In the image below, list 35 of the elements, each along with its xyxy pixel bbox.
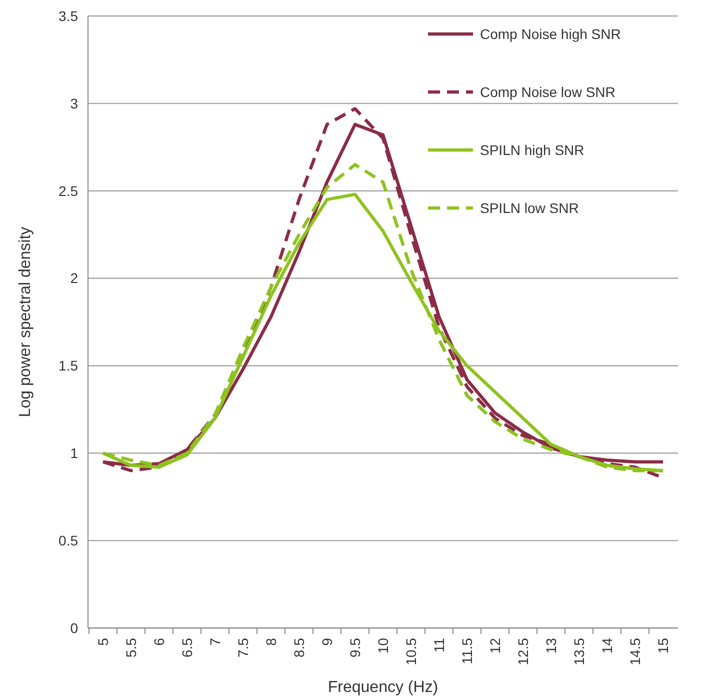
x-tick-label: 7: [207, 638, 223, 646]
x-tick-label: 15: [655, 638, 671, 654]
x-tick-label: 6.5: [179, 638, 195, 658]
legend-label: SPILN low SNR: [480, 200, 579, 216]
y-tick-label: 0: [70, 620, 78, 636]
x-tick-label: 5: [95, 638, 111, 646]
legend-label: Comp Noise low SNR: [480, 84, 616, 100]
y-tick-label: 1: [70, 445, 78, 462]
y-tick-label: 3: [70, 95, 78, 112]
x-tick-label: 13.5: [571, 638, 587, 666]
x-tick-label: 11.5: [459, 638, 475, 664]
x-tick-label: 14: [599, 638, 615, 654]
x-tick-label: 7.5: [235, 638, 251, 658]
x-tick-label: 10.5: [403, 638, 419, 666]
x-tick-label: 6: [151, 638, 167, 646]
x-tick-label: 12: [487, 638, 503, 654]
x-axis-title: Frequency (Hz): [328, 679, 438, 696]
y-tick-label: 1.5: [58, 358, 78, 374]
y-axis-title: Log power spectral density: [17, 226, 34, 418]
x-tick-label: 10: [375, 638, 391, 654]
x-tick-label: 5.5: [123, 638, 139, 658]
x-tick-label: 9: [319, 638, 335, 646]
x-tick-label: 8.5: [291, 638, 307, 658]
legend-label: SPILN high SNR: [480, 142, 584, 158]
y-tick-label: 3.5: [58, 8, 78, 24]
legend-label: Comp Noise high SNR: [480, 26, 621, 42]
y-tick-label: 2.5: [58, 182, 78, 199]
x-tick-label: 12.5: [515, 638, 531, 666]
x-tick-label: 8: [263, 638, 279, 646]
x-tick-label: 14.5: [627, 638, 643, 666]
x-tick-label: 9.5: [347, 638, 363, 658]
x-tick-label: 13: [543, 638, 559, 654]
x-tick-label: 11: [431, 638, 447, 653]
y-tick-label: 0.5: [58, 532, 78, 548]
y-tick-label: 2: [70, 270, 78, 286]
